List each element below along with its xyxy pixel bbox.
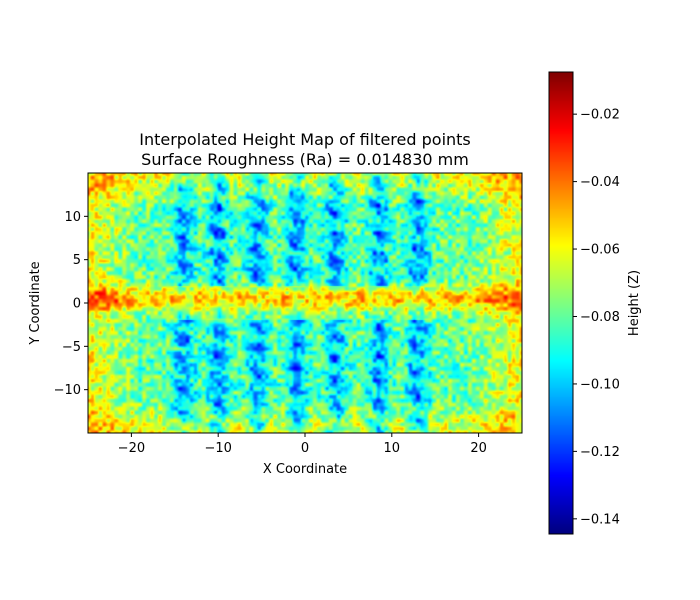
x-axis: −20 −10 0 10 20 bbox=[118, 433, 487, 456]
y-axis: 10 5 0 −5 −10 bbox=[54, 210, 88, 398]
x-tick-label: 0 bbox=[301, 441, 309, 456]
chart-title-line2: Surface Roughness (Ra) = 0.014830 mm bbox=[141, 150, 469, 169]
heatmap-area bbox=[88, 173, 522, 433]
colorbar-tick-label: −0.08 bbox=[580, 310, 620, 325]
y-tick-label: 10 bbox=[64, 210, 81, 225]
colorbar-canvas bbox=[549, 72, 573, 534]
colorbar-tick-label: −0.04 bbox=[580, 175, 620, 190]
colorbar-tick-label: −0.12 bbox=[580, 445, 620, 460]
chart-title-line1: Interpolated Height Map of filtered poin… bbox=[139, 130, 471, 149]
x-tick-label: 10 bbox=[384, 441, 401, 456]
y-tick-label: −10 bbox=[54, 383, 81, 398]
colorbar-tick-label: −0.14 bbox=[580, 512, 620, 527]
heatmap-canvas bbox=[88, 173, 522, 433]
colorbar-tick-label: −0.06 bbox=[580, 243, 620, 258]
colorbar-axis: −0.02 −0.04 −0.06 −0.08 −0.10 −0.12 −0.14 bbox=[573, 108, 620, 527]
x-tick-label: 20 bbox=[470, 441, 487, 456]
x-tick-label: −10 bbox=[204, 441, 231, 456]
x-tick-label: −20 bbox=[118, 441, 145, 456]
y-tick-label: −5 bbox=[62, 340, 81, 355]
y-tick-label: 0 bbox=[73, 297, 81, 312]
colorbar-label: Height (Z) bbox=[627, 270, 642, 336]
y-tick-label: 5 bbox=[73, 253, 81, 268]
colorbar-tick-label: −0.10 bbox=[580, 377, 620, 392]
x-axis-label: X Coordinate bbox=[263, 462, 347, 477]
colorbar-frame bbox=[548, 71, 574, 535]
colorbar-area bbox=[549, 72, 573, 534]
y-axis-label: Y Coordinate bbox=[28, 261, 43, 345]
colorbar-tick-label: −0.02 bbox=[580, 108, 620, 123]
